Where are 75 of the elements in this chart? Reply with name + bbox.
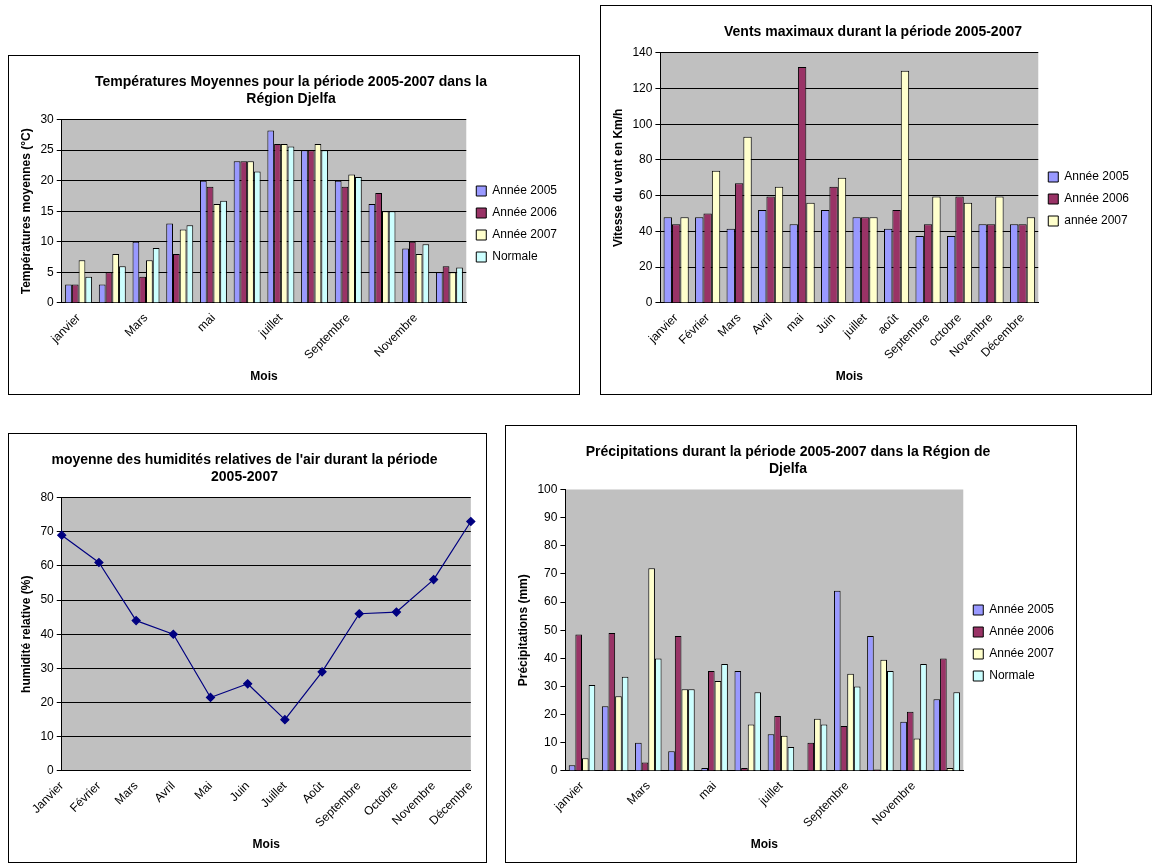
y-tick-label: 15 xyxy=(40,203,55,218)
y-tick-label: 90 xyxy=(544,510,558,525)
y-tick-label: 5 xyxy=(47,264,55,279)
point xyxy=(354,609,364,619)
y-tick-label: 10 xyxy=(544,735,558,750)
y-tick-label: 70 xyxy=(40,524,55,539)
y-tick-label: 80 xyxy=(639,152,653,167)
point xyxy=(317,667,327,677)
chart-title: Températures Moyennes pour la période 2005-2007 dans la Région Djelfa xyxy=(95,73,488,107)
y-tick-label: 0 xyxy=(645,295,653,310)
y-tick-label: 50 xyxy=(40,592,55,607)
y-tick-label: 60 xyxy=(544,594,558,609)
chart-title: moyenne des humidités relatives de l'air durant la période 2005-2007 xyxy=(51,451,438,485)
y-axis-title: Vitesse du vent en Km/h xyxy=(610,108,625,248)
y-tick-label: 30 xyxy=(40,660,55,675)
point xyxy=(429,574,439,585)
y-tick-label: 50 xyxy=(544,622,558,637)
y-tick-label: 30 xyxy=(40,111,55,126)
y-tick-label: 10 xyxy=(40,234,55,249)
x-tick-label: mai xyxy=(695,778,720,803)
legend-label: Année 2006 xyxy=(989,624,1055,639)
legend-label: Année 2006 xyxy=(492,205,558,220)
legend-label: Année 2005 xyxy=(1064,169,1130,184)
y-tick-label: 20 xyxy=(40,694,55,709)
y-tick-label: 80 xyxy=(40,489,55,504)
point xyxy=(94,557,104,568)
chart-title: Vents maximaux durant la période 2005-2007 xyxy=(723,23,1023,40)
x-tick-label: mai xyxy=(783,310,807,335)
legend-label: Année 2005 xyxy=(989,602,1055,617)
y-tick-label: 40 xyxy=(544,650,558,665)
y-tick-label: 20 xyxy=(639,259,653,274)
x-tick-label: Juin xyxy=(226,778,253,805)
y-axis-title: Températures moyennes (°C) xyxy=(18,128,33,295)
y-tick-label: 20 xyxy=(544,706,558,721)
y-tick-label: 30 xyxy=(544,678,558,693)
point xyxy=(57,530,67,540)
y-tick-label: 60 xyxy=(40,558,55,573)
y-tick-label: 70 xyxy=(544,566,558,581)
legend-label: Année 2007 xyxy=(989,646,1055,661)
y-axis-title: Précipitations (mm) xyxy=(515,574,530,687)
point xyxy=(168,629,178,639)
x-tick-label: mai xyxy=(194,310,218,335)
x-axis-title: Mois xyxy=(252,837,281,852)
y-tick-label: 0 xyxy=(47,295,55,310)
y-tick-label: 120 xyxy=(632,80,653,95)
y-tick-label: 0 xyxy=(47,763,55,778)
y-tick-label: 100 xyxy=(632,116,653,131)
y-tick-label: 60 xyxy=(639,188,653,203)
point xyxy=(131,615,141,626)
y-axis-title: humidité relative (%) xyxy=(18,575,33,693)
y-tick-label: 10 xyxy=(40,729,55,744)
y-tick-label: 0 xyxy=(550,763,558,778)
legend-label: Normale xyxy=(989,668,1035,683)
legend-label: Année 2006 xyxy=(1064,191,1130,206)
point xyxy=(280,715,290,725)
x-axis-title: Mois xyxy=(835,369,864,384)
y-tick-label: 100 xyxy=(537,481,558,496)
x-axis-title: Mois xyxy=(750,837,779,852)
chart-title: Précipitations durant la période 2005-2007 dans la Région de Djelfa xyxy=(585,443,991,477)
y-tick-label: 80 xyxy=(544,538,558,553)
point xyxy=(466,516,476,527)
point xyxy=(243,679,253,689)
x-axis-title: Mois xyxy=(250,369,278,384)
legend-label: année 2007 xyxy=(1064,213,1128,228)
y-tick-label: 140 xyxy=(632,45,653,60)
legend-label: Année 2007 xyxy=(492,227,558,242)
y-tick-label: 40 xyxy=(40,626,55,641)
legend-label: Année 2005 xyxy=(492,183,558,198)
point xyxy=(391,607,402,617)
legend-label: Normale xyxy=(492,249,538,264)
x-tick-label: Mai xyxy=(191,778,215,803)
x-tick-label: Juin xyxy=(812,310,839,337)
y-tick-label: 40 xyxy=(639,223,653,238)
y-tick-label: 25 xyxy=(40,142,55,157)
y-tick-label: 20 xyxy=(40,173,55,188)
